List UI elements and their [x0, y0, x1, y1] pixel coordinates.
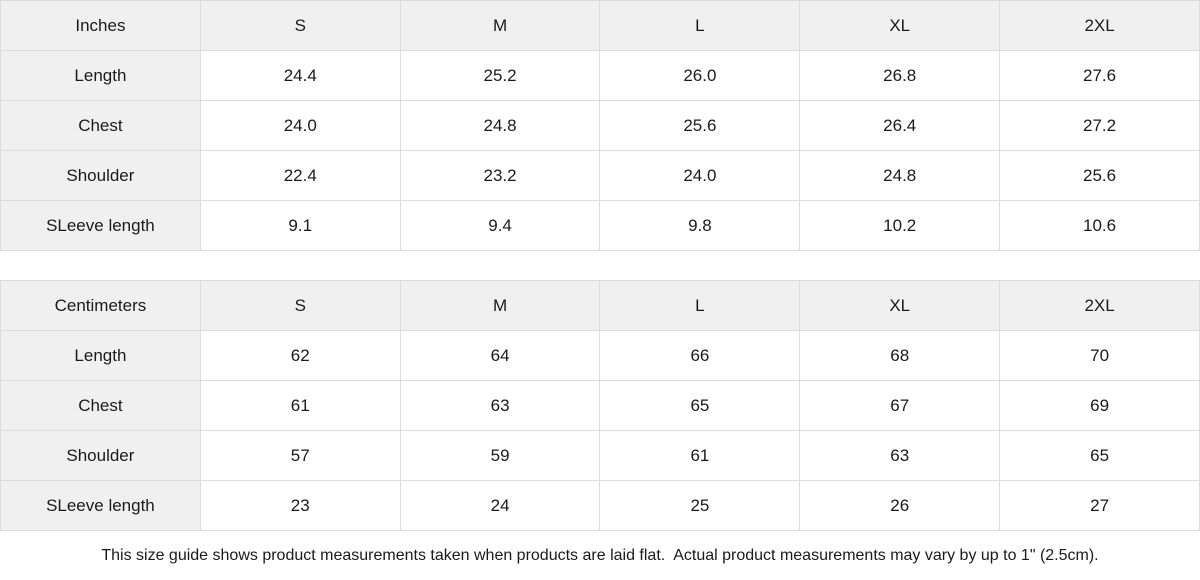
value-cell: 27	[999, 480, 1200, 531]
table-row-chest: Chest 24.0 24.8 25.6 26.4 27.2	[0, 100, 1200, 151]
size-column-header-xl: XL	[799, 280, 1001, 331]
value-cell: 9.1	[199, 200, 401, 251]
row-label-cell: Chest	[0, 380, 201, 431]
table-row-shoulder: Shoulder 22.4 23.2 24.0 24.8 25.6	[0, 150, 1200, 201]
value-cell: 26.8	[799, 50, 1001, 101]
value-cell: 69	[999, 380, 1200, 431]
table-row-length: Length 24.4 25.2 26.0 26.8 27.6	[0, 50, 1200, 101]
value-cell: 9.8	[599, 200, 801, 251]
size-column-header-m: M	[399, 280, 601, 331]
value-cell: 9.4	[399, 200, 601, 251]
size-column-header-s: S	[199, 280, 401, 331]
unit-header-cell: Centimeters	[0, 280, 201, 331]
value-cell: 70	[999, 330, 1200, 381]
value-cell: 27.6	[999, 50, 1200, 101]
row-label-cell: Shoulder	[0, 150, 201, 201]
value-cell: 22.4	[199, 150, 401, 201]
size-column-header-2xl: 2XL	[999, 280, 1200, 331]
value-cell: 62	[199, 330, 401, 381]
value-cell: 27.2	[999, 100, 1200, 151]
row-label-cell: SLeeve length	[0, 200, 201, 251]
value-cell: 25.2	[399, 50, 601, 101]
table-row-shoulder: Shoulder 57 59 61 63 65	[0, 430, 1200, 481]
value-cell: 10.6	[999, 200, 1200, 251]
table-row-sleeve-length: SLeeve length 23 24 25 26 27	[0, 480, 1200, 531]
value-cell: 68	[799, 330, 1001, 381]
footer-note: This size guide shows product measuremen…	[0, 531, 1200, 580]
value-cell: 25	[599, 480, 801, 531]
centimeters-header-row: Centimeters S M L XL 2XL	[0, 280, 1200, 331]
value-cell: 26.4	[799, 100, 1001, 151]
unit-header-cell: Inches	[0, 0, 201, 51]
value-cell: 65	[599, 380, 801, 431]
value-cell: 25.6	[599, 100, 801, 151]
value-cell: 67	[799, 380, 1001, 431]
table-row-length: Length 62 64 66 68 70	[0, 330, 1200, 381]
table-row-chest: Chest 61 63 65 67 69	[0, 380, 1200, 431]
centimeters-size-table: Centimeters S M L XL 2XL Length 62 64 66…	[0, 280, 1200, 531]
size-column-header-xl: XL	[799, 0, 1001, 51]
value-cell: 63	[799, 430, 1001, 481]
size-column-header-2xl: 2XL	[999, 0, 1200, 51]
value-cell: 25.6	[999, 150, 1200, 201]
value-cell: 10.2	[799, 200, 1001, 251]
footer-note-text: This size guide shows product measuremen…	[101, 546, 1099, 564]
value-cell: 66	[599, 330, 801, 381]
size-column-header-m: M	[399, 0, 601, 51]
row-label-cell: SLeeve length	[0, 480, 201, 531]
value-cell: 24.0	[199, 100, 401, 151]
inches-size-table: Inches S M L XL 2XL Length 24.4 25.2 26.…	[0, 0, 1200, 251]
value-cell: 26.0	[599, 50, 801, 101]
value-cell: 59	[399, 430, 601, 481]
value-cell: 63	[399, 380, 601, 431]
table-gap	[0, 251, 1200, 280]
value-cell: 23	[199, 480, 401, 531]
value-cell: 24.0	[599, 150, 801, 201]
table-row-sleeve-length: SLeeve length 9.1 9.4 9.8 10.2 10.6	[0, 200, 1200, 251]
row-label-cell: Shoulder	[0, 430, 201, 481]
value-cell: 65	[999, 430, 1200, 481]
value-cell: 61	[199, 380, 401, 431]
row-label-cell: Chest	[0, 100, 201, 151]
size-column-header-l: L	[599, 280, 801, 331]
size-column-header-l: L	[599, 0, 801, 51]
value-cell: 24.8	[399, 100, 601, 151]
value-cell: 24.8	[799, 150, 1001, 201]
value-cell: 26	[799, 480, 1001, 531]
value-cell: 23.2	[399, 150, 601, 201]
value-cell: 64	[399, 330, 601, 381]
value-cell: 61	[599, 430, 801, 481]
row-label-cell: Length	[0, 330, 201, 381]
inches-header-row: Inches S M L XL 2XL	[0, 0, 1200, 51]
value-cell: 57	[199, 430, 401, 481]
row-label-cell: Length	[0, 50, 201, 101]
value-cell: 24.4	[199, 50, 401, 101]
value-cell: 24	[399, 480, 601, 531]
size-column-header-s: S	[199, 0, 401, 51]
